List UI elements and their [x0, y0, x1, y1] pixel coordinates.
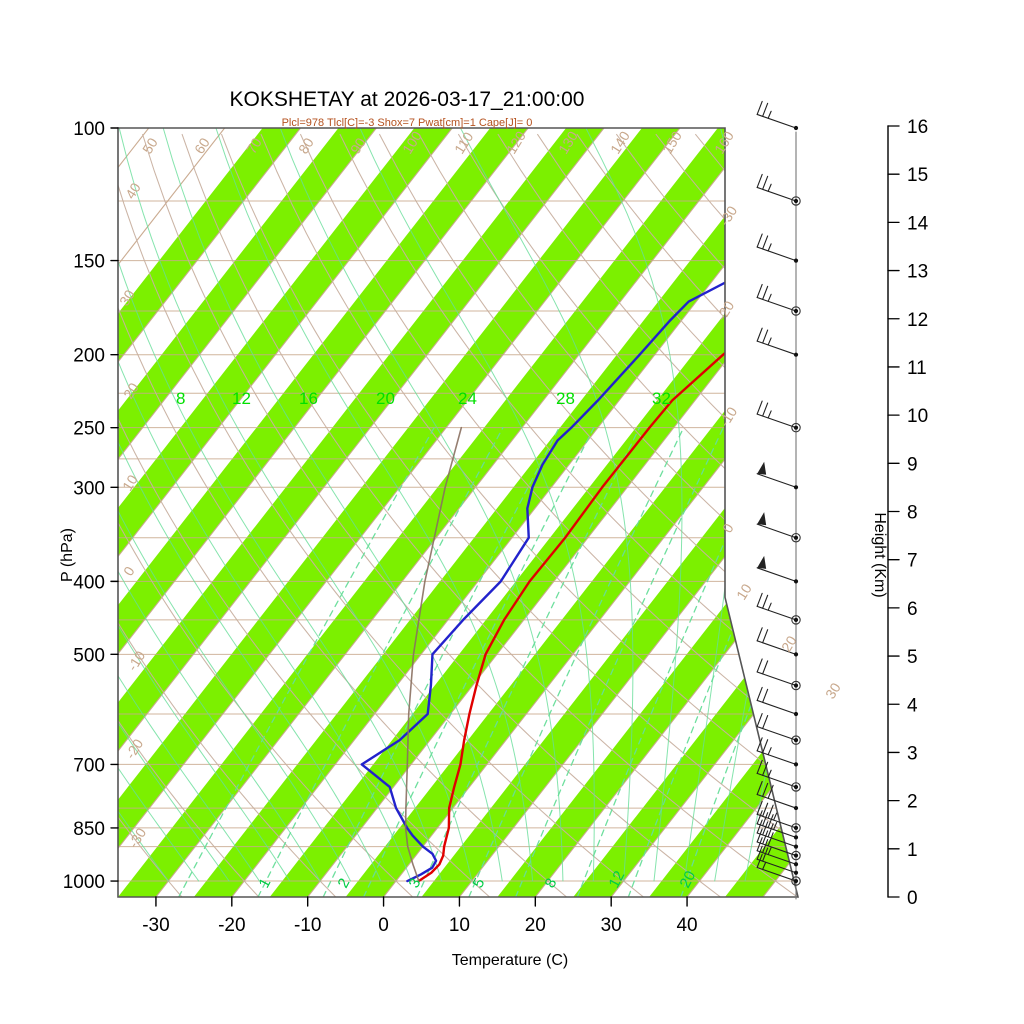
y-tick-label: 700	[73, 755, 105, 776]
dry-adiabat-top-label: 160	[711, 128, 737, 156]
height-tick-label: 3	[907, 743, 918, 764]
dry-adiabat-top-label: 80	[295, 135, 317, 157]
dry-adiabat-left-label: -10	[124, 648, 148, 674]
x-tick-label: 20	[525, 915, 546, 936]
isotherm-right-label: 10	[733, 581, 755, 603]
height-tick-label: 8	[907, 503, 918, 524]
mixing-ratio-label: 20	[376, 389, 395, 408]
mixing-ratio-label: 16	[299, 389, 318, 408]
y-tick-label: 250	[73, 419, 105, 440]
x-tick-label: -10	[294, 915, 321, 936]
dry-adiabat-top-label: 140	[607, 128, 633, 156]
mixing-ratio-bottom-label: 1	[256, 876, 275, 891]
y-tick-label: 500	[73, 645, 105, 666]
subtitle-stats: Plcl=978 Tlcl[C]=-3 Shox=7 Pwat[cm]=1 Ca…	[282, 117, 533, 129]
height-tick-label: 2	[907, 792, 918, 813]
height-tick-label: 16	[907, 117, 928, 138]
x-tick-label: 40	[676, 915, 697, 936]
x-axis-label: Temperature (C)	[452, 952, 568, 969]
x-tick-label: -20	[218, 915, 245, 936]
height-tick-label: 11	[907, 358, 927, 379]
y-tick-label: 100	[73, 119, 105, 140]
dry-adiabat-top-label: 90	[347, 135, 369, 157]
dry-adiabat-left-label: -30	[125, 825, 149, 851]
height-tick-label: 15	[907, 165, 928, 186]
dry-adiabat-left-label: 0	[120, 563, 138, 578]
dry-adiabat-top-label: 150	[659, 128, 685, 156]
isotherm-right-label: -20	[713, 298, 737, 324]
height-tick-label: 1	[907, 840, 918, 861]
dry-adiabat-top-label: 70	[243, 135, 265, 157]
height-tick-label: 5	[907, 647, 918, 668]
y-tick-label: 1000	[63, 872, 105, 893]
mixing-ratio-label: 12	[232, 389, 251, 408]
height-tick-label: 0	[907, 888, 918, 909]
dry-adiabat-top-label: 50	[139, 135, 161, 157]
mixing-ratio-label: 24	[458, 389, 477, 408]
isotherm-right-label: 0	[719, 520, 737, 535]
y-tick-label: 850	[73, 819, 105, 840]
x-tick-label: 30	[601, 915, 622, 936]
height-tick-label: 12	[907, 310, 928, 331]
x-tick-label: -30	[142, 915, 169, 936]
height-tick-label: 13	[907, 262, 928, 283]
dry-adiabat-top-label: 130	[555, 128, 581, 156]
mixing-ratio-bottom-label: 8	[542, 876, 561, 891]
dry-adiabat-top-label: 100	[399, 128, 425, 156]
dry-adiabat-top-label: 120	[503, 128, 529, 156]
x-tick-label: 0	[378, 915, 389, 936]
dry-adiabat-left-label: -20	[122, 736, 146, 762]
x-tick-label: 10	[449, 915, 470, 936]
height-tick-label: 4	[907, 695, 918, 716]
dry-adiabat-top-label: 60	[191, 135, 213, 157]
mixing-ratio-bottom-label: 20	[677, 868, 700, 891]
y2-axis-label: Height (Km)	[871, 512, 888, 597]
page-title: KOKSHETAY at 2026-03-17_21:00:00	[230, 88, 585, 111]
dry-adiabat-top-label: 110	[451, 129, 477, 157]
dry-adiabat-left-label: 40	[122, 180, 144, 202]
isotherm-right-label: -30	[716, 203, 740, 229]
y-tick-label: 150	[73, 252, 105, 273]
height-tick-label: 14	[907, 213, 929, 234]
dry-adiabat-left-label: 20	[120, 380, 142, 402]
height-tick-label: 10	[907, 406, 928, 427]
isotherm-cut-label: 30	[822, 680, 844, 702]
height-tick-label: 7	[907, 551, 918, 572]
isotherm-right-label: -10	[716, 404, 740, 430]
mixing-ratio-bottom-label: 12	[606, 868, 629, 891]
mixing-ratio-bottom-label: 5	[470, 876, 489, 891]
mixing-ratio-bottom-label: 2	[335, 876, 354, 891]
dry-adiabat-left-label: 30	[116, 287, 138, 309]
dry-adiabat-left-label: 10	[119, 472, 141, 494]
mixing-ratio-label: 32	[652, 389, 671, 408]
mixing-ratio-label: 8	[176, 389, 185, 408]
mixing-ratio-label: 28	[556, 389, 575, 408]
isotherm-cut-label: 20	[778, 633, 800, 655]
y-tick-label: 300	[73, 478, 105, 499]
y-axis-label: P (hPa)	[59, 528, 76, 582]
y-tick-label: 400	[73, 572, 105, 593]
y-tick-label: 200	[73, 346, 105, 367]
height-tick-label: 9	[907, 454, 918, 475]
height-tick-label: 6	[907, 599, 918, 620]
mixing-ratio-bottom-label: 3	[406, 876, 425, 891]
